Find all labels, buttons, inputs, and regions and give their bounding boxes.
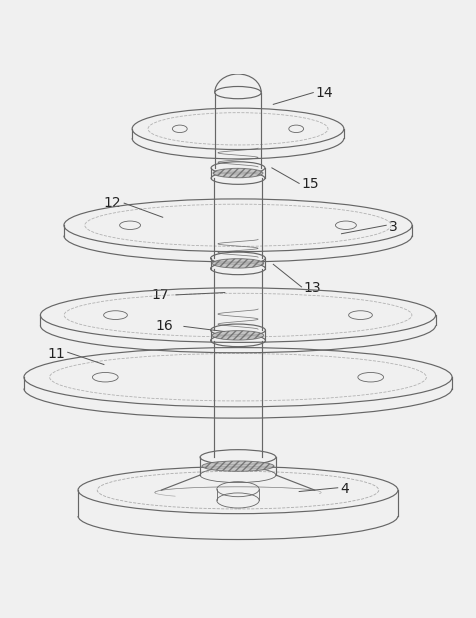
Ellipse shape	[212, 259, 264, 268]
Text: 12: 12	[104, 196, 121, 210]
Ellipse shape	[212, 331, 264, 340]
Text: 13: 13	[304, 281, 321, 295]
Text: 15: 15	[301, 177, 319, 192]
Text: 11: 11	[48, 347, 65, 361]
Text: 4: 4	[340, 481, 349, 496]
Text: 3: 3	[388, 219, 397, 234]
Text: 17: 17	[151, 288, 169, 302]
Text: 16: 16	[156, 320, 173, 333]
Ellipse shape	[202, 461, 274, 472]
Ellipse shape	[213, 168, 263, 178]
Text: 14: 14	[316, 86, 333, 99]
